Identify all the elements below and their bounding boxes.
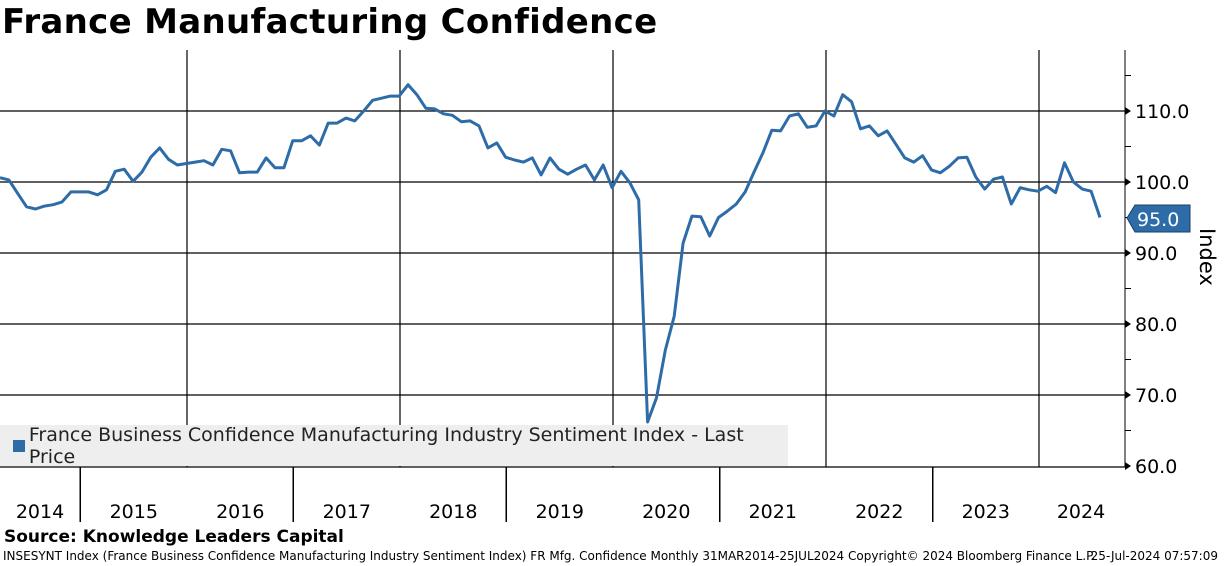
- chart-area: 2014 2015 2016 2017 2018 2019 2020 2021 2022 2023…: [0, 50, 1219, 523]
- last-price-tag: 95.0: [1126, 204, 1191, 233]
- footer-info: INSESYNT Index (France Business Confiden…: [3, 549, 1096, 563]
- x-tick-label: 2020: [642, 501, 690, 523]
- y-tick-marker: [1125, 320, 1131, 328]
- x-tick-label: 2024: [1057, 501, 1105, 523]
- y-tick-label: 100.0: [1135, 172, 1189, 194]
- x-tick-label: 2015: [110, 501, 158, 523]
- y-tick-marker: [1125, 178, 1131, 186]
- y-tick-label: 110.0: [1135, 101, 1189, 123]
- y-axis-label: Index: [1195, 228, 1219, 286]
- x-tick-label: 2019: [536, 501, 584, 523]
- y-tick-marker: [1125, 462, 1131, 470]
- x-tick-label: 2016: [216, 501, 264, 523]
- footer-timestamp: 25-Jul-2024 07:57:09: [1090, 549, 1218, 563]
- y-tick-label: 70.0: [1135, 385, 1177, 407]
- series-line: [0, 83, 1102, 424]
- x-tick-label: 2021: [749, 501, 797, 523]
- x-tick-label: 2022: [855, 501, 903, 523]
- y-tick-marker: [1125, 249, 1131, 257]
- y-tick-label: 80.0: [1135, 314, 1177, 336]
- source-note: Source: Knowledge Leaders Capital: [4, 527, 344, 547]
- y-tick-label: 90.0: [1135, 243, 1177, 265]
- x-tick-label: 2018: [429, 501, 477, 523]
- legend: France Business Confidence Manufacturing…: [0, 423, 788, 468]
- y-tick-marker: [1125, 391, 1131, 399]
- legend-label: France Business Confidence Manufacturing…: [28, 423, 744, 468]
- last-price-value: 95.0: [1137, 209, 1179, 231]
- x-tick-label: 2014: [16, 501, 64, 523]
- y-tick-marker: [1125, 107, 1131, 115]
- legend-swatch: [13, 439, 25, 452]
- x-tick-label: 2023: [962, 501, 1010, 523]
- y-tick-label: 60.0: [1135, 456, 1177, 478]
- x-tick-label: 2017: [323, 501, 371, 523]
- chart-title: France Manufacturing Confidence: [2, 2, 658, 42]
